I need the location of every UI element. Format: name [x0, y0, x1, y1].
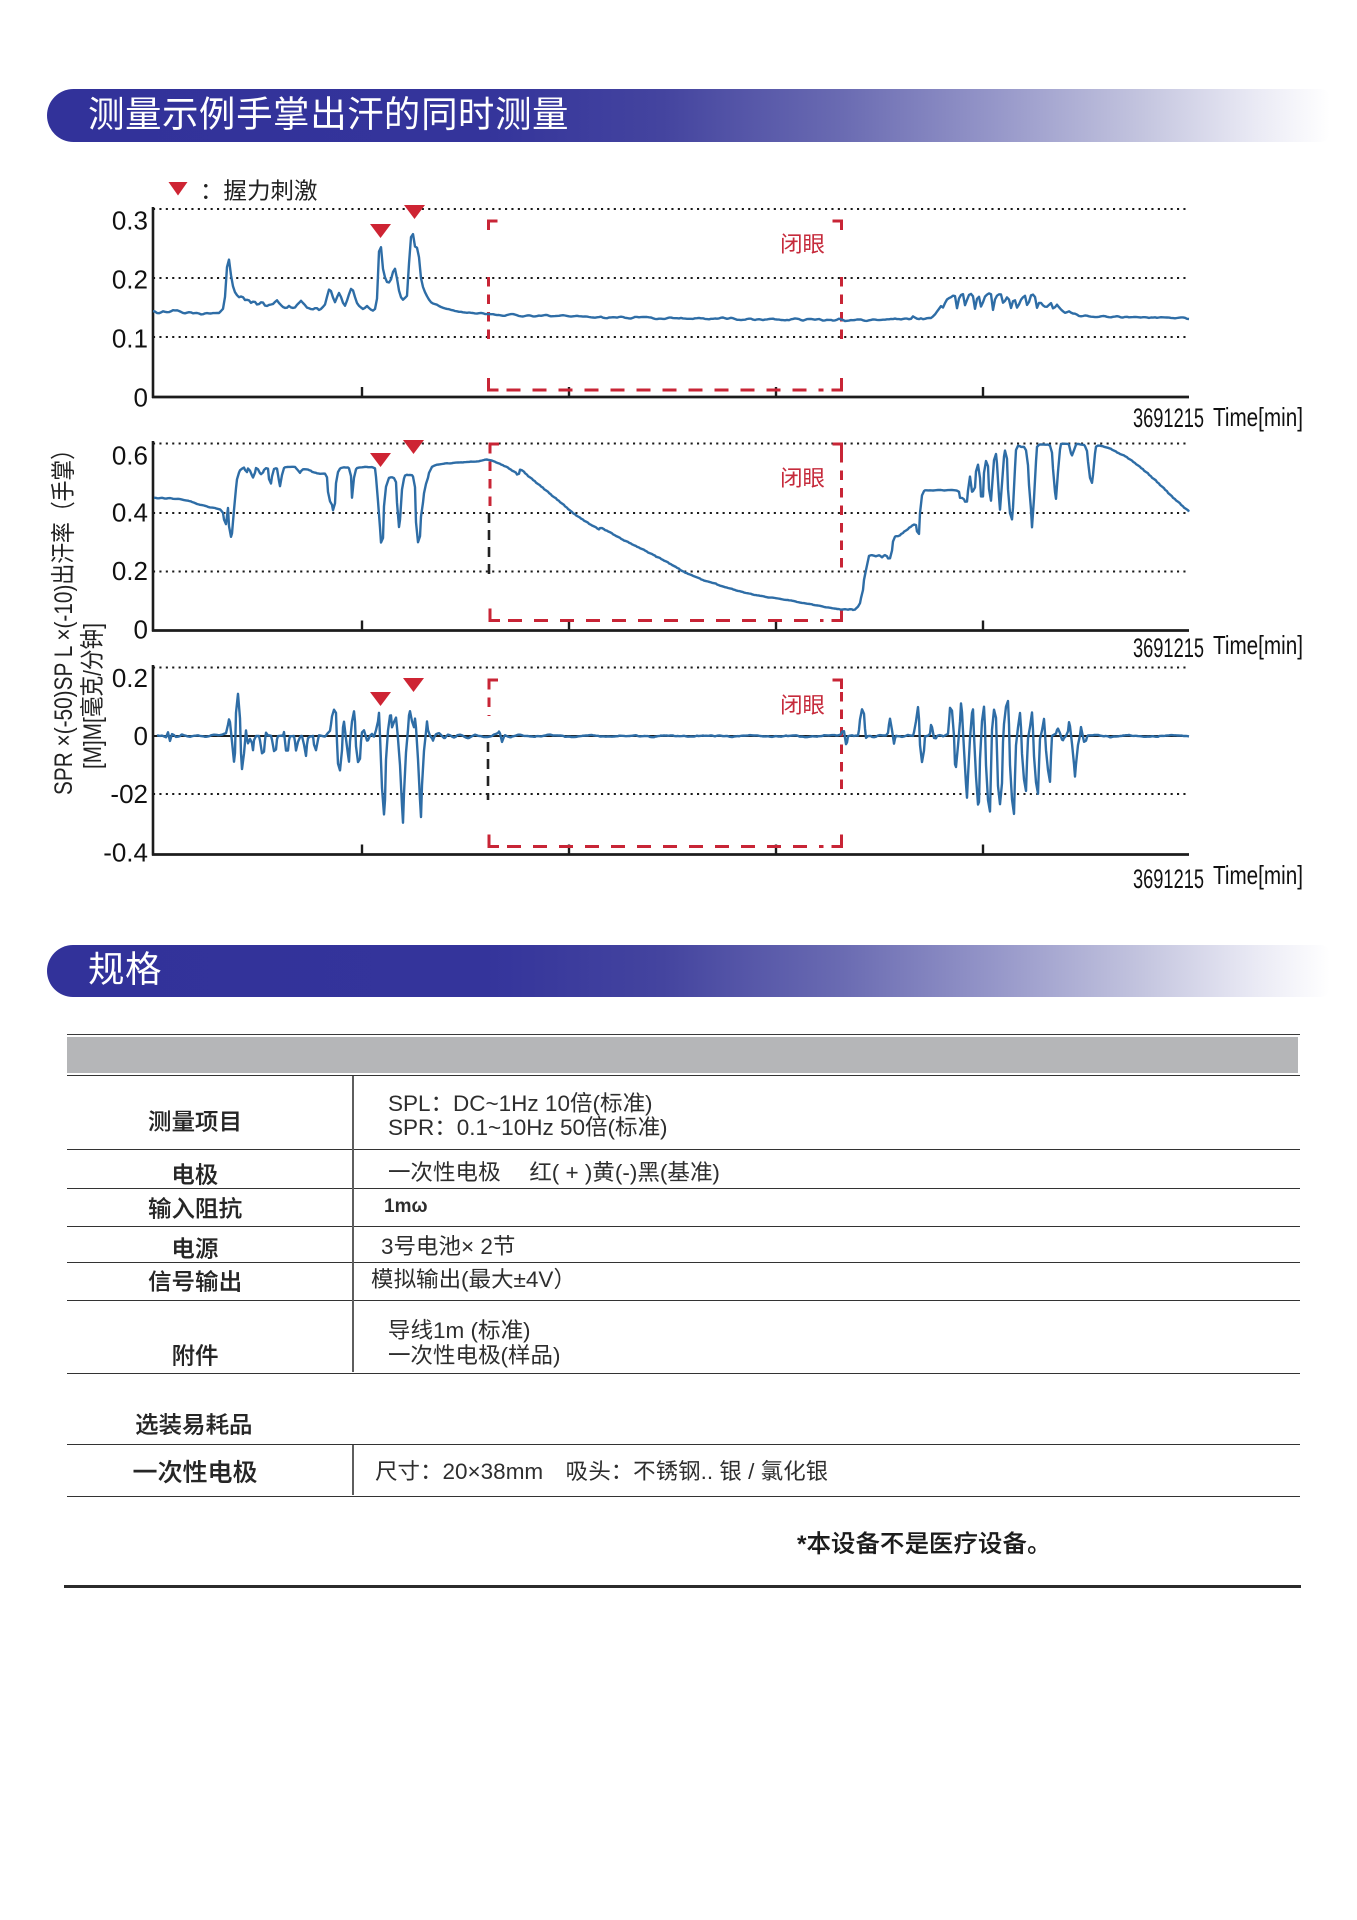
svg-text:Time[min]: Time[min] — [1213, 630, 1303, 660]
svg-text:0.2: 0.2 — [112, 663, 148, 693]
svg-text:-0.4: -0.4 — [103, 838, 148, 868]
svg-text:0.4: 0.4 — [112, 498, 148, 528]
svg-text:SPR ×(-50)SP L ×(-10)出汗率（手掌）: SPR ×(-50)SP L ×(-10)出汗率（手掌） — [50, 439, 78, 795]
svg-text:3691215: 3691215 — [1133, 864, 1204, 894]
svg-text:Time[min]: Time[min] — [1213, 402, 1303, 432]
svg-text:0: 0 — [134, 615, 148, 645]
svg-text:闭眼: 闭眼 — [780, 466, 825, 491]
svg-text:：握力刺激: ：握力刺激 — [200, 178, 318, 204]
svg-text:3691215: 3691215 — [1133, 403, 1204, 433]
svg-text:0: 0 — [134, 721, 148, 751]
svg-text:0: 0 — [134, 383, 148, 413]
svg-text:3691215: 3691215 — [1133, 633, 1204, 663]
svg-text:-02: -02 — [110, 779, 148, 809]
svg-text:[M]M[毫克/分钟]: [M]M[毫克/分钟] — [79, 623, 107, 769]
svg-text:0.6: 0.6 — [112, 441, 148, 471]
svg-text:0.3: 0.3 — [112, 206, 148, 236]
svg-text:闭眼: 闭眼 — [780, 693, 825, 718]
svg-text:0.2: 0.2 — [112, 265, 148, 295]
svg-text:闭眼: 闭眼 — [780, 232, 825, 257]
svg-text:0.1: 0.1 — [112, 324, 148, 354]
svg-text:0.2: 0.2 — [112, 556, 148, 586]
svg-text:Time[min]: Time[min] — [1213, 860, 1303, 890]
